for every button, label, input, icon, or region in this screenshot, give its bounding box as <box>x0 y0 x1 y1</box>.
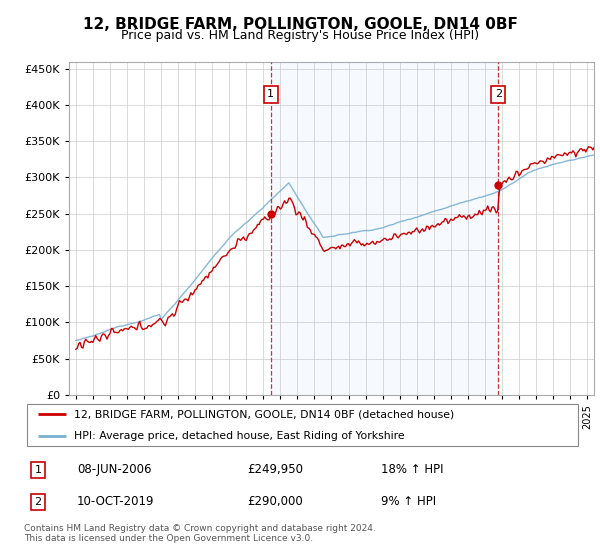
Text: 12, BRIDGE FARM, POLLINGTON, GOOLE, DN14 0BF: 12, BRIDGE FARM, POLLINGTON, GOOLE, DN14… <box>83 17 517 32</box>
Text: 1: 1 <box>34 465 41 475</box>
Text: £249,950: £249,950 <box>247 463 303 476</box>
Text: Price paid vs. HM Land Registry's House Price Index (HPI): Price paid vs. HM Land Registry's House … <box>121 29 479 42</box>
Text: 9% ↑ HPI: 9% ↑ HPI <box>381 496 436 508</box>
Text: 08-JUN-2006: 08-JUN-2006 <box>77 463 152 476</box>
Text: HPI: Average price, detached house, East Riding of Yorkshire: HPI: Average price, detached house, East… <box>74 431 405 441</box>
FancyBboxPatch shape <box>27 404 578 446</box>
Text: Contains HM Land Registry data © Crown copyright and database right 2024.
This d: Contains HM Land Registry data © Crown c… <box>24 524 376 543</box>
Text: 12, BRIDGE FARM, POLLINGTON, GOOLE, DN14 0BF (detached house): 12, BRIDGE FARM, POLLINGTON, GOOLE, DN14… <box>74 409 454 419</box>
Bar <box>271 62 498 395</box>
Text: 2: 2 <box>34 497 41 507</box>
Text: 2: 2 <box>494 89 502 99</box>
Text: 1: 1 <box>268 89 274 99</box>
Text: 10-OCT-2019: 10-OCT-2019 <box>77 496 155 508</box>
Text: 18% ↑ HPI: 18% ↑ HPI <box>381 463 443 476</box>
Text: £290,000: £290,000 <box>247 496 303 508</box>
